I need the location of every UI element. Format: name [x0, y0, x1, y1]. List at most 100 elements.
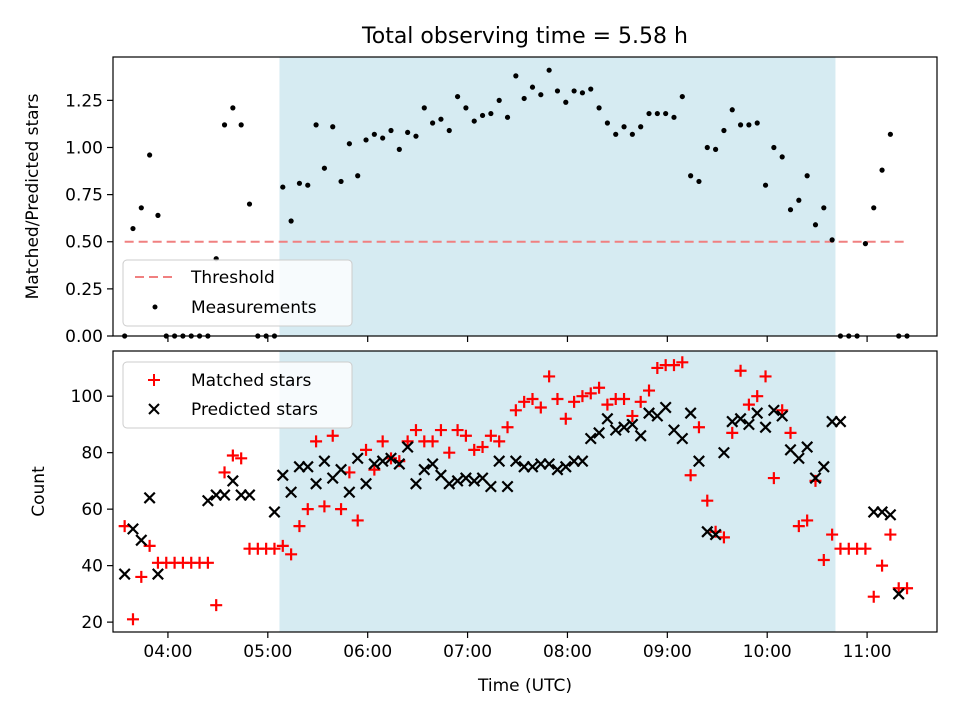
- matched-star-point: [443, 446, 456, 459]
- top-y-axis-label: Matched/Predicted stars: [23, 93, 43, 299]
- measurement-point: [238, 122, 244, 128]
- measurement-point: [430, 120, 436, 126]
- measurement-point: [862, 241, 869, 247]
- matched-star-point: [434, 424, 447, 437]
- matched-star-point: [626, 409, 639, 422]
- predicted-star-point: [684, 407, 697, 420]
- predicted-star-point: [409, 477, 422, 490]
- measurement-point: [147, 152, 153, 158]
- matched-star-point: [126, 613, 139, 626]
- matched-star-point: [801, 514, 814, 527]
- predicted-star-point: [418, 463, 431, 476]
- predicted-star-point: [118, 568, 131, 581]
- predicted-star-point: [143, 491, 156, 504]
- bottom-axes-frame: [112, 350, 938, 633]
- measurement-point: [538, 92, 544, 98]
- predicted-star-point: [767, 404, 780, 417]
- top-y-tick-label: 0.25: [65, 280, 103, 300]
- matched-star-point: [734, 364, 747, 377]
- measurement-point: [762, 182, 769, 188]
- matched-star-point: [210, 599, 223, 612]
- measurement-point: [704, 144, 710, 151]
- matched-star-point: [676, 356, 689, 369]
- predicted-star-point: [310, 477, 323, 490]
- matched-star-point: [459, 429, 472, 442]
- matched-star-point: [451, 424, 464, 437]
- matched-star-point: [859, 542, 872, 555]
- matched-star-point: [634, 395, 647, 408]
- measurement-point: [604, 120, 611, 126]
- matched-star-point: [751, 390, 764, 403]
- measurement-point: [554, 88, 561, 94]
- predicted-star-point: [426, 457, 439, 470]
- matched-star-point: [493, 435, 506, 448]
- predicted-star-point: [618, 421, 631, 434]
- legend-measurements-swatch: [152, 304, 158, 310]
- measurement-point: [488, 110, 494, 117]
- matched-star-point: [135, 570, 148, 583]
- matched-star-point: [817, 553, 830, 566]
- bottom-y-tick-label: 80: [81, 444, 103, 464]
- measurement-point: [396, 146, 402, 152]
- predicted-star-point: [609, 424, 622, 437]
- legend-predicted-label: Predicted stars: [191, 400, 318, 420]
- matched-star-point: [409, 424, 422, 437]
- top-observing-window: [279, 57, 836, 336]
- predicted-star-point: [742, 418, 755, 431]
- matched-star-point: [784, 426, 797, 439]
- matched-star-point: [301, 503, 314, 516]
- predicted-star-point: [135, 534, 148, 547]
- predicted-star-point: [701, 525, 714, 538]
- measurement-point: [130, 225, 136, 232]
- predicted-star-point: [368, 457, 381, 470]
- measurement-point: [413, 133, 419, 139]
- predicted-star-point: [726, 415, 739, 428]
- matched-star-point: [518, 395, 531, 408]
- matched-star-point: [667, 359, 680, 372]
- predicted-star-point: [751, 407, 764, 420]
- measurement-point: [313, 122, 319, 128]
- measurement-point: [338, 178, 344, 185]
- predicted-star-point: [834, 415, 847, 428]
- x-tick-label: 11:00: [843, 642, 892, 662]
- measurement-point: [679, 93, 685, 100]
- predicted-star-point: [559, 460, 572, 473]
- matched-star-point: [584, 387, 597, 400]
- matched-star-point: [368, 463, 381, 476]
- top-y-tick-label: 1.00: [65, 138, 103, 158]
- matched-star-point: [651, 361, 664, 374]
- measurement-point: [321, 165, 328, 171]
- predicted-star-point: [601, 412, 614, 425]
- matched-star-point: [268, 542, 281, 555]
- measurement-point: [663, 110, 669, 117]
- predicted-star-point: [509, 455, 522, 468]
- measurement-point: [713, 146, 719, 152]
- predicted-star-point: [301, 460, 314, 473]
- x-tick-label: 05:00: [243, 642, 292, 662]
- matched-stars-series: [118, 356, 914, 626]
- top-axis-ticks: 0.00 0.25 0.50 0.75 1.00 1.25: [65, 91, 868, 347]
- predicted-stars-series: [118, 401, 905, 600]
- measurement-point: [654, 110, 660, 117]
- predicted-star-point: [401, 441, 414, 453]
- measurement-point: [380, 135, 386, 141]
- measurement-point: [438, 116, 444, 122]
- measurement-point: [629, 131, 635, 137]
- measurement-point: [563, 99, 569, 105]
- matched-star-point: [335, 503, 348, 516]
- measurement-point: [479, 112, 486, 119]
- predicted-star-point: [801, 441, 814, 453]
- measurement-point: [280, 184, 286, 190]
- predicted-star-point: [451, 474, 464, 487]
- matched-star-point: [726, 426, 739, 439]
- predicted-star-point: [626, 418, 639, 431]
- predicted-star-point: [126, 522, 139, 535]
- matched-star-point: [235, 452, 248, 465]
- x-tick-label: 08:00: [543, 642, 592, 662]
- predicted-star-point: [759, 421, 772, 434]
- predicted-star-point: [385, 452, 397, 465]
- matched-star-point: [684, 469, 697, 482]
- measurement-point: [671, 114, 677, 120]
- top-y-tick-label: 0.00: [65, 327, 103, 347]
